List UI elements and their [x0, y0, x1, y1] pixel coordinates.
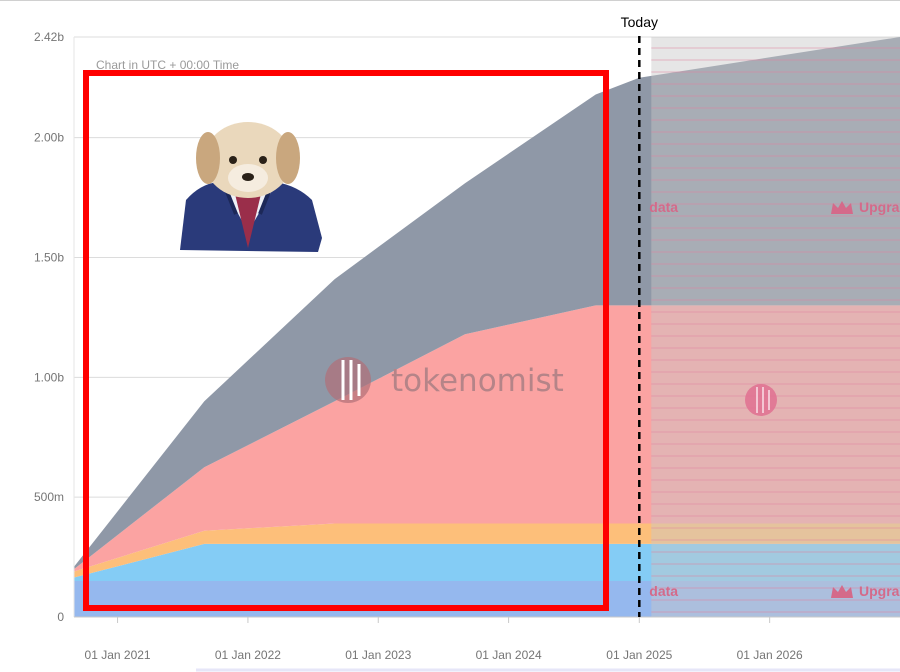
x-tick-label: 01 Jan 2025	[606, 648, 672, 662]
today-marker: Today	[621, 14, 658, 617]
locked-logo-icon	[745, 384, 777, 416]
series-area-2	[74, 543, 900, 581]
highlight-box	[83, 70, 609, 611]
locked-data-label: data	[649, 583, 678, 599]
chart-note: Chart in UTC + 00:00 Time	[96, 58, 239, 72]
crown-icon[interactable]	[831, 585, 853, 598]
today-label: Today	[621, 14, 658, 30]
y-tick-label: 2.00b	[34, 131, 64, 145]
watermark-text: tokenomist	[391, 363, 564, 399]
watermark: tokenomist	[325, 357, 564, 403]
y-tick-label: 1.00b	[34, 370, 64, 384]
y-tick-label: 2.42b	[34, 30, 64, 44]
x-tick-label: 01 Jan 2022	[215, 648, 281, 662]
locked-future-region: data Upgra data Upgra	[649, 37, 900, 617]
upgrade-link[interactable]: Upgra	[859, 583, 900, 599]
x-tick-label: 01 Jan 2024	[476, 648, 542, 662]
puppy-in-suit-icon	[180, 122, 322, 252]
series-area-5	[74, 37, 900, 570]
locked-data-label: data	[649, 199, 678, 215]
y-tick-label: 1.50b	[34, 250, 64, 264]
tokenomist-logo-icon	[325, 357, 371, 403]
y-tick-label: 500m	[34, 490, 64, 504]
locked-overlay	[651, 37, 900, 617]
x-tick-label: 01 Jan 2023	[345, 648, 411, 662]
upgrade-link[interactable]: Upgra	[859, 199, 900, 215]
x-tick-label: 01 Jan 2021	[85, 648, 151, 662]
y-tick-label: 0	[57, 610, 64, 624]
crown-icon[interactable]	[831, 201, 853, 214]
series-area-3	[74, 523, 900, 578]
x-tick-label: 01 Jan 2026	[737, 648, 803, 662]
